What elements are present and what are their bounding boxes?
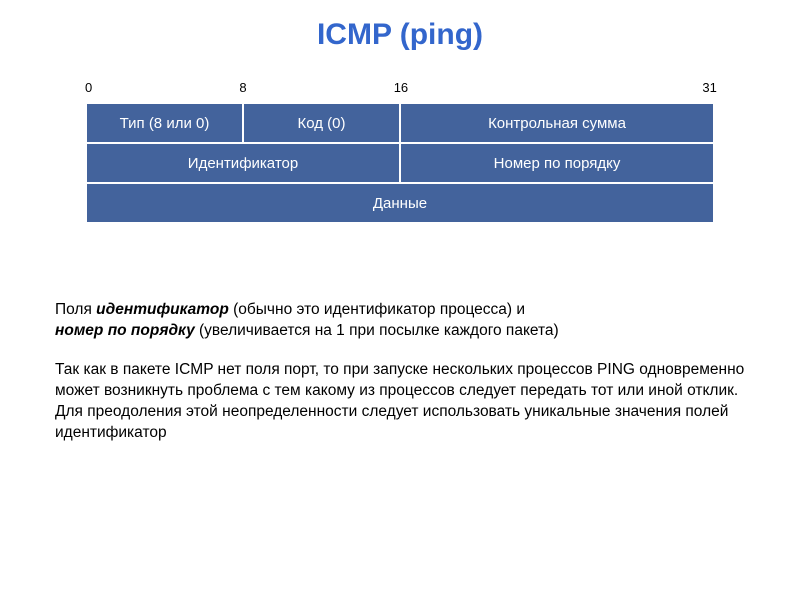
packet-field: Идентификатор [86,143,400,183]
packet-field: Код (0) [243,103,400,143]
packet-field: Номер по порядку [400,143,714,183]
description-p2: Так как в пакете ICMP нет поля порт, то … [55,360,745,444]
packet-row: ИдентификаторНомер по порядку [86,143,714,183]
description-block: Поля идентификатор (обычно это идентифик… [55,300,745,462]
bit-tick: 0 [85,80,92,95]
packet-row: Тип (8 или 0)Код (0)Контрольная сумма [86,103,714,143]
page-title: ICMP (ping) [0,0,800,52]
bit-ruler: 0 8 16 31 [85,80,715,102]
text: (увеличивается на 1 при посылке каждого … [195,322,559,339]
emph-seqnum: номер по порядку [55,322,195,339]
text: (обычно это идентификатор процесса) и [229,301,525,318]
bit-tick: 8 [239,80,246,95]
packet-field: Тип (8 или 0) [86,103,243,143]
packet-field: Данные [86,183,714,223]
packet-table: Тип (8 или 0)Код (0)Контрольная суммаИде… [85,102,715,224]
packet-diagram: 0 8 16 31 Тип (8 или 0)Код (0)Контрольная с… [85,80,715,224]
description-p1: Поля идентификатор (обычно это идентифик… [55,300,745,342]
text: Поля [55,301,96,318]
emph-identifier: идентификатор [96,301,229,318]
packet-row: Данные [86,183,714,223]
bit-tick: 16 [394,80,408,95]
packet-field: Контрольная сумма [400,103,714,143]
bit-tick: 31 [702,80,716,95]
